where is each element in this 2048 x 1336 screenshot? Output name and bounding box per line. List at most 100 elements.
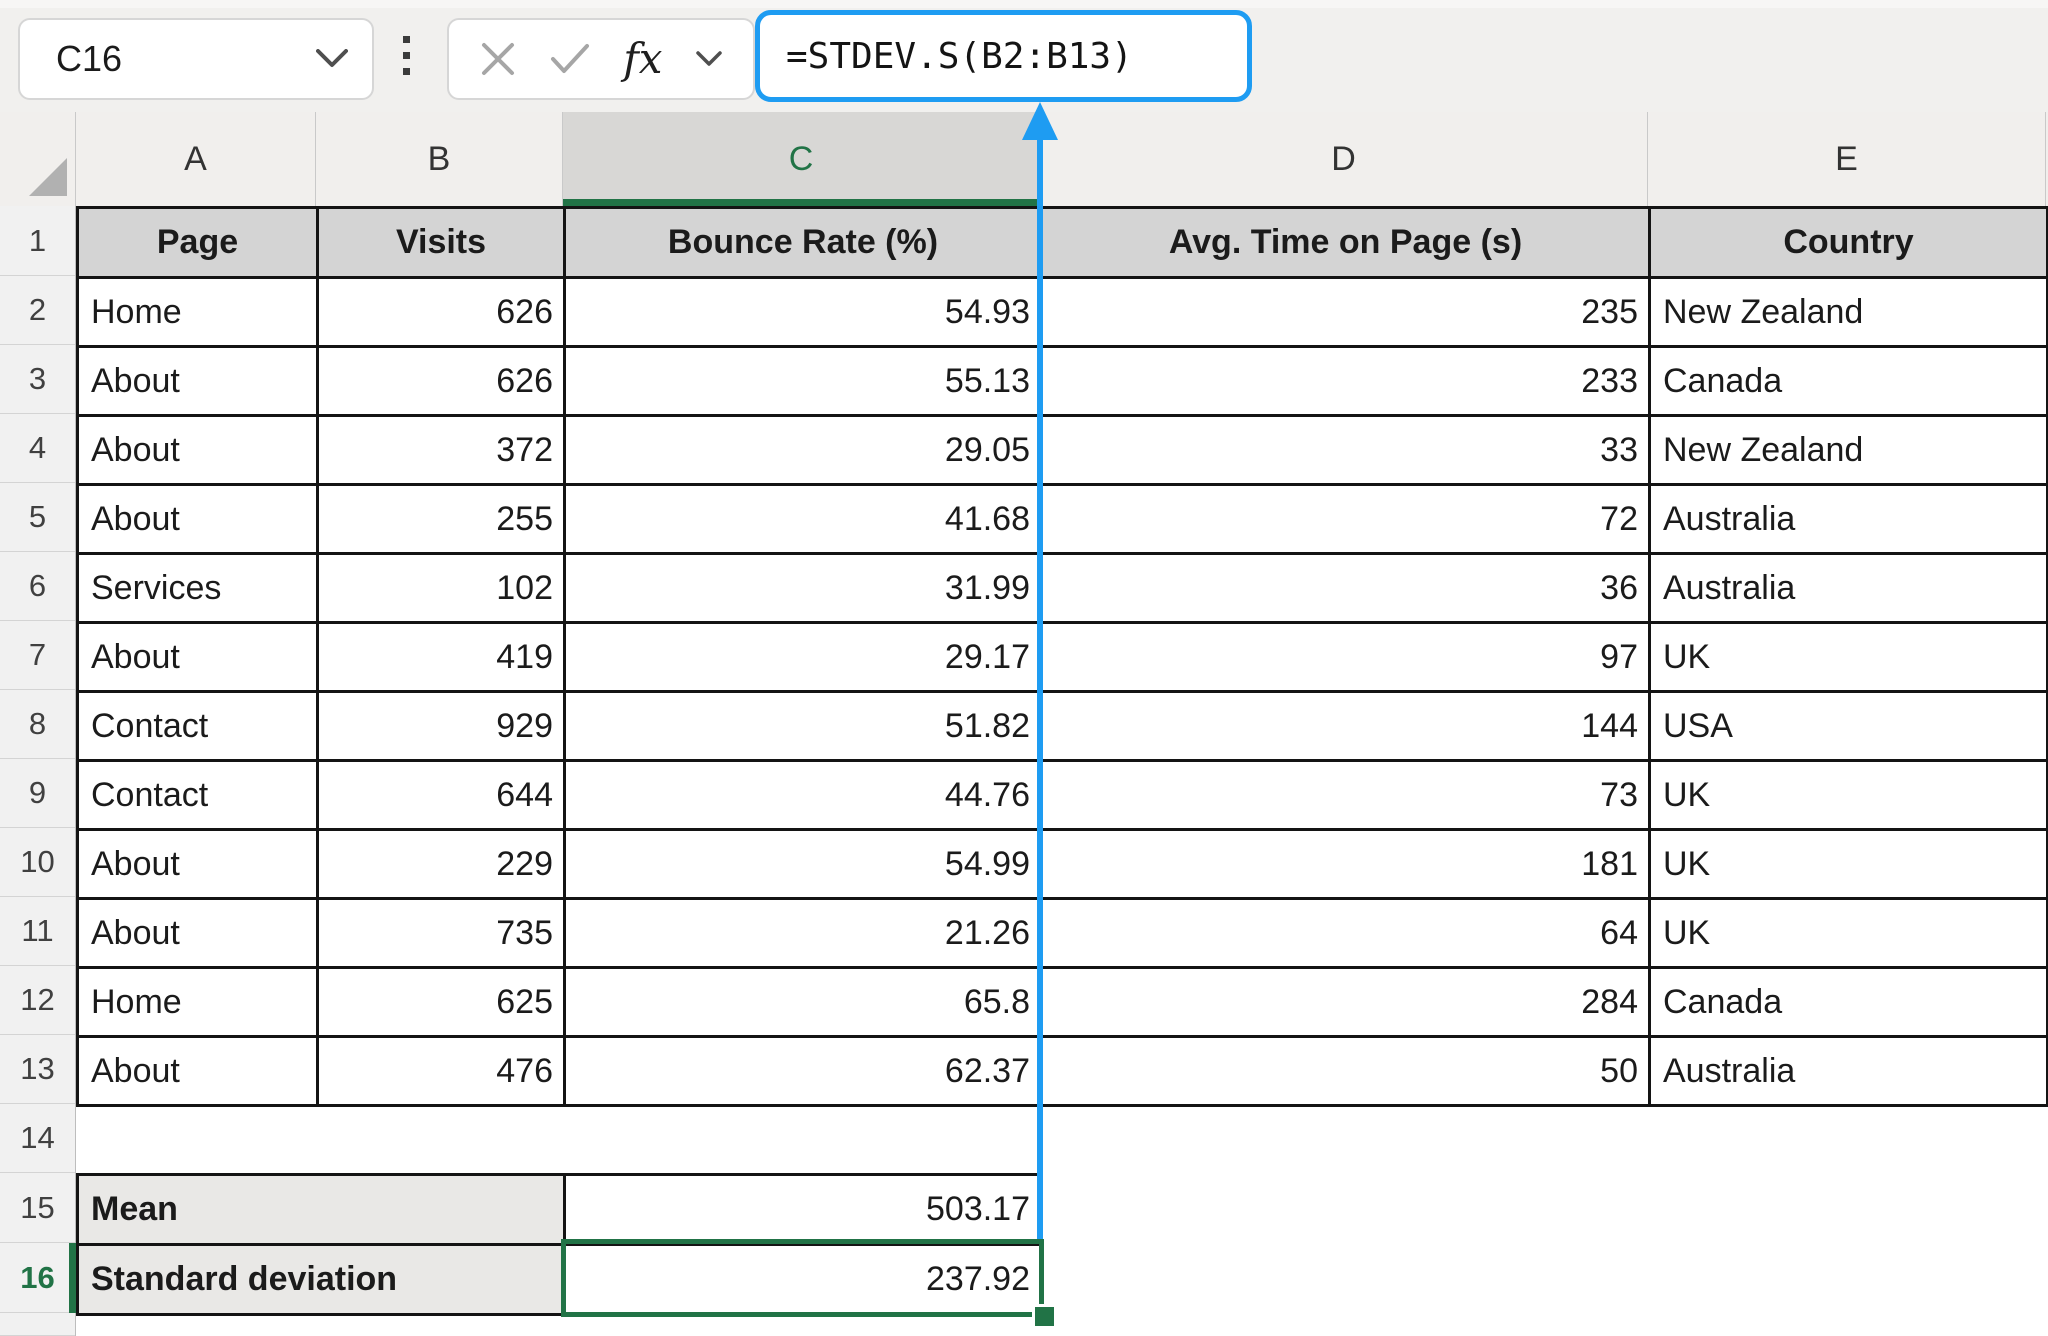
row-header-2[interactable]: 2 <box>0 276 75 345</box>
chevron-down-icon[interactable] <box>316 49 348 69</box>
cell-B13[interactable]: 476 <box>319 1038 566 1107</box>
selected-row-accent <box>69 1243 76 1313</box>
cell-E1[interactable]: Country <box>1651 209 2048 279</box>
cell-A9[interactable]: Contact <box>79 762 319 831</box>
cell-C16-std-value[interactable]: 237.92 <box>566 1246 1043 1316</box>
row-header-5[interactable]: 5 <box>0 483 75 552</box>
cell-C11[interactable]: 21.26 <box>566 900 1043 969</box>
name-box[interactable]: C16 <box>18 18 374 100</box>
row-header-15[interactable]: 15 <box>0 1173 75 1243</box>
cell-E10[interactable]: UK <box>1651 831 2048 900</box>
cell-D5[interactable]: 72 <box>1043 486 1651 555</box>
cell-D8[interactable]: 144 <box>1043 693 1651 762</box>
cell-B1[interactable]: Visits <box>319 209 566 279</box>
cell-B11[interactable]: 735 <box>319 900 566 969</box>
formula-bar[interactable]: =STDEV.S(B2:B13) <box>755 10 1252 102</box>
cell-B3[interactable]: 626 <box>319 348 566 417</box>
cell-E4[interactable]: New Zealand <box>1651 417 2048 486</box>
insert-function-icon[interactable]: fx <box>623 34 663 83</box>
row-header-4[interactable]: 4 <box>0 414 75 483</box>
cell-D6[interactable]: 36 <box>1043 555 1651 624</box>
cell-E5[interactable]: Australia <box>1651 486 2048 555</box>
cell-A1[interactable]: Page <box>79 209 319 279</box>
cell-C2[interactable]: 54.93 <box>566 279 1043 348</box>
cell-A5[interactable]: About <box>79 486 319 555</box>
cell-D11[interactable]: 64 <box>1043 900 1651 969</box>
row-header-7[interactable]: 7 <box>0 621 75 690</box>
cell-B2[interactable]: 626 <box>319 279 566 348</box>
cell-E3[interactable]: Canada <box>1651 348 2048 417</box>
cell-B6[interactable]: 102 <box>319 555 566 624</box>
cell-C5[interactable]: 41.68 <box>566 486 1043 555</box>
cell-A3[interactable]: About <box>79 348 319 417</box>
row-header-12[interactable]: 12 <box>0 966 75 1035</box>
cell-D13[interactable]: 50 <box>1043 1038 1651 1107</box>
cell-C13[interactable]: 62.37 <box>566 1038 1043 1107</box>
cell-C12[interactable]: 65.8 <box>566 969 1043 1038</box>
cell-A15-mean-label[interactable]: Mean <box>79 1176 566 1246</box>
cell-A8[interactable]: Contact <box>79 693 319 762</box>
cell-D1[interactable]: Avg. Time on Page (s) <box>1043 209 1651 279</box>
column-header-C[interactable]: C <box>563 112 1040 206</box>
cell-C4[interactable]: 29.05 <box>566 417 1043 486</box>
cell-D2[interactable]: 235 <box>1043 279 1651 348</box>
chevron-down-icon[interactable] <box>696 51 722 67</box>
row-header-6[interactable]: 6 <box>0 552 75 621</box>
cell-A12[interactable]: Home <box>79 969 319 1038</box>
cell-A13[interactable]: About <box>79 1038 319 1107</box>
cell-B7[interactable]: 419 <box>319 624 566 693</box>
cell-C10[interactable]: 54.99 <box>566 831 1043 900</box>
cell-B5[interactable]: 255 <box>319 486 566 555</box>
cell-B10[interactable]: 229 <box>319 831 566 900</box>
row-header-11[interactable]: 11 <box>0 897 75 966</box>
cell-E13[interactable]: Australia <box>1651 1038 2048 1107</box>
cell-C7[interactable]: 29.17 <box>566 624 1043 693</box>
fill-handle[interactable] <box>1032 1304 1057 1329</box>
cell-D7[interactable]: 97 <box>1043 624 1651 693</box>
cell-A16-std-label[interactable]: Standard deviation <box>79 1246 566 1316</box>
row-header-8[interactable]: 8 <box>0 690 75 759</box>
column-header-E[interactable]: E <box>1648 112 2046 206</box>
row-header-9[interactable]: 9 <box>0 759 75 828</box>
row-header-16[interactable]: 16 <box>0 1243 75 1313</box>
cell-E6[interactable]: Australia <box>1651 555 2048 624</box>
cell-C3[interactable]: 55.13 <box>566 348 1043 417</box>
cell-C15-mean-value[interactable]: 503.17 <box>566 1176 1043 1246</box>
row-header-14[interactable]: 14 <box>0 1104 75 1173</box>
cell-A10[interactable]: About <box>79 831 319 900</box>
cell-E11[interactable]: UK <box>1651 900 2048 969</box>
enter-check-icon[interactable] <box>550 43 590 75</box>
cell-A4[interactable]: About <box>79 417 319 486</box>
row-header-13[interactable]: 13 <box>0 1035 75 1104</box>
cell-E7[interactable]: UK <box>1651 624 2048 693</box>
row-header-10[interactable]: 10 <box>0 828 75 897</box>
cancel-icon[interactable] <box>480 41 516 77</box>
cell-C1[interactable]: Bounce Rate (%) <box>566 209 1043 279</box>
cell-E8[interactable]: USA <box>1651 693 2048 762</box>
cell-B9[interactable]: 644 <box>319 762 566 831</box>
cell-A6[interactable]: Services <box>79 555 319 624</box>
cell-B4[interactable]: 372 <box>319 417 566 486</box>
cell-D3[interactable]: 233 <box>1043 348 1651 417</box>
cell-C9[interactable]: 44.76 <box>566 762 1043 831</box>
cell-D9[interactable]: 73 <box>1043 762 1651 831</box>
cell-C8[interactable]: 51.82 <box>566 693 1043 762</box>
cell-D10[interactable]: 181 <box>1043 831 1651 900</box>
column-header-D[interactable]: D <box>1040 112 1648 206</box>
select-all-corner[interactable] <box>0 112 76 206</box>
cell-A11[interactable]: About <box>79 900 319 969</box>
cell-A7[interactable]: About <box>79 624 319 693</box>
cell-B8[interactable]: 929 <box>319 693 566 762</box>
row-header-3[interactable]: 3 <box>0 345 75 414</box>
cell-B12[interactable]: 625 <box>319 969 566 1038</box>
cell-E2[interactable]: New Zealand <box>1651 279 2048 348</box>
cell-A2[interactable]: Home <box>79 279 319 348</box>
cell-E12[interactable]: Canada <box>1651 969 2048 1038</box>
cell-E9[interactable]: UK <box>1651 762 2048 831</box>
cell-D4[interactable]: 33 <box>1043 417 1651 486</box>
column-header-A[interactable]: A <box>76 112 316 206</box>
column-header-B[interactable]: B <box>316 112 563 206</box>
cell-D12[interactable]: 284 <box>1043 969 1651 1038</box>
cell-C6[interactable]: 31.99 <box>566 555 1043 624</box>
row-header-1[interactable]: 1 <box>0 206 75 276</box>
